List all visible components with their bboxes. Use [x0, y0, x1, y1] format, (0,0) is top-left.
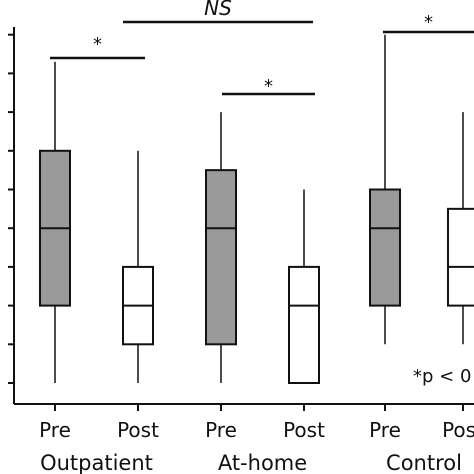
box-control-post — [447, 207, 474, 307]
significance-note: *p < 0 — [413, 366, 471, 387]
significance-label: * — [424, 12, 433, 33]
group-label-control: Control — [386, 451, 462, 474]
x-tick-label: Pre — [205, 418, 237, 442]
box-at-home-pre — [205, 169, 237, 346]
group-label-outpatient: Outpatient — [40, 451, 153, 474]
box-at-home-post — [288, 265, 320, 384]
x-tick-label: Post — [117, 418, 159, 442]
x-tick-label: Pre — [369, 418, 401, 442]
x-tick-label: Pre — [39, 418, 71, 442]
box-control-pre — [369, 188, 401, 307]
x-tick-label: Post — [283, 418, 325, 442]
significance-label: NS — [204, 0, 232, 20]
significance-label: * — [264, 76, 273, 97]
x-tick-label: Post — [442, 418, 474, 442]
significance-label: * — [93, 34, 102, 55]
group-label-at-home: At-home — [218, 451, 307, 474]
